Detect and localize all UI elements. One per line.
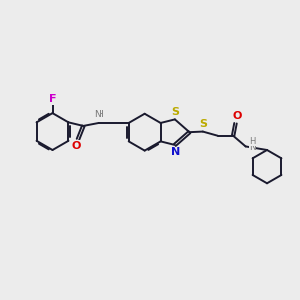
Text: F: F: [49, 94, 56, 104]
Text: H: H: [96, 110, 103, 119]
Text: N: N: [171, 147, 180, 158]
Text: S: S: [200, 119, 207, 129]
Text: O: O: [72, 141, 81, 151]
Text: H: H: [249, 136, 256, 146]
Text: S: S: [172, 107, 179, 117]
Text: N: N: [249, 143, 256, 152]
Text: O: O: [232, 111, 242, 122]
Text: N: N: [94, 110, 101, 119]
